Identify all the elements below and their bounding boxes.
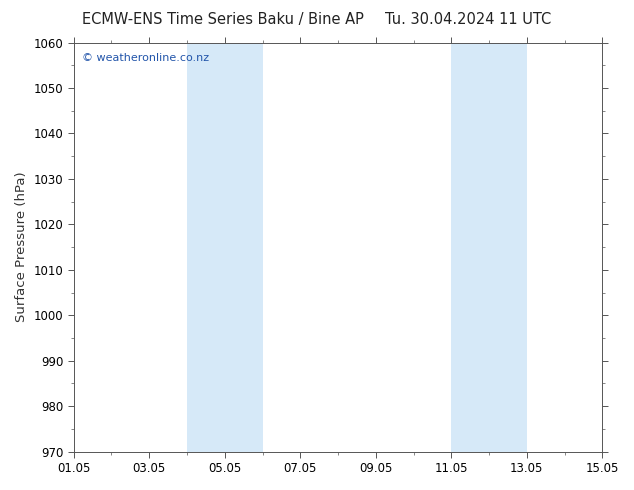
Text: Tu. 30.04.2024 11 UTC: Tu. 30.04.2024 11 UTC <box>385 12 552 27</box>
Bar <box>224 43 262 452</box>
Bar <box>187 43 224 452</box>
Text: © weatheronline.co.nz: © weatheronline.co.nz <box>82 53 209 63</box>
Y-axis label: Surface Pressure (hPa): Surface Pressure (hPa) <box>15 172 28 322</box>
Text: ECMW-ENS Time Series Baku / Bine AP: ECMW-ENS Time Series Baku / Bine AP <box>82 12 365 27</box>
Bar <box>451 43 489 452</box>
Bar <box>489 43 527 452</box>
